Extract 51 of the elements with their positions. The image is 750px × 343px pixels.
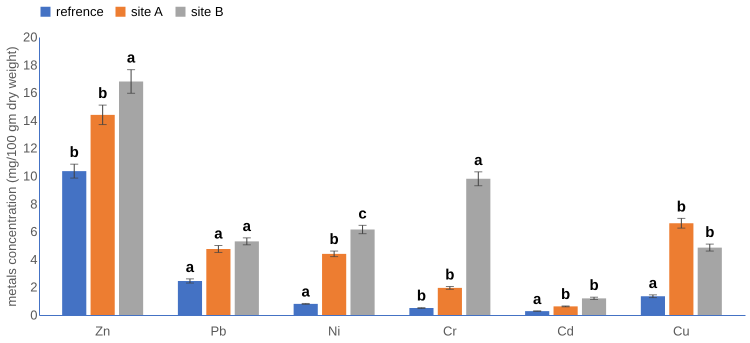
data-label: c — [358, 205, 367, 222]
x-tick-label: Ni — [328, 324, 340, 338]
data-label: a — [302, 283, 311, 300]
data-label: a — [126, 50, 136, 67]
data-label: a — [214, 226, 224, 242]
bar — [206, 248, 230, 315]
data-label: b — [70, 144, 79, 162]
bar — [119, 81, 144, 315]
y-axis-title: metals concentration (mg/100 gm dry weight) — [4, 46, 20, 307]
data-label: a — [186, 258, 195, 276]
data-label: b — [445, 266, 454, 284]
bar — [234, 241, 259, 315]
x-tick-label: Cd — [557, 324, 574, 338]
data-label: b — [561, 286, 570, 303]
y-tick-label: 14 — [23, 112, 38, 128]
bar — [698, 248, 722, 315]
y-tick-label: 0 — [30, 308, 38, 322]
y-tick-label: 6 — [30, 224, 38, 240]
data-label: b — [330, 231, 339, 248]
y-tick-label: 18 — [23, 57, 38, 72]
data-label: a — [648, 274, 658, 292]
bar — [322, 254, 346, 315]
data-label: b — [416, 288, 426, 305]
x-tick-label: Cu — [673, 324, 690, 338]
y-tick-label: 10 — [23, 168, 38, 184]
bar — [438, 288, 462, 315]
x-tick-label: Pb — [210, 324, 226, 338]
y-tick-label: 2 — [30, 280, 38, 295]
bar — [582, 298, 606, 315]
bar — [90, 114, 115, 315]
data-label: b — [705, 224, 714, 242]
data-label: a — [474, 152, 484, 169]
y-tick-label: 4 — [30, 252, 38, 267]
data-label: a — [533, 290, 542, 308]
legend-label: refrence — [56, 4, 104, 19]
y-tick-label: 8 — [30, 196, 38, 212]
bar — [350, 230, 375, 315]
bar — [466, 178, 490, 315]
data-label: a — [242, 218, 252, 235]
y-tick-label: 12 — [23, 140, 38, 156]
legend-label: site A — [131, 4, 164, 19]
data-label: b — [98, 85, 108, 102]
bar — [554, 306, 578, 315]
data-label: b — [589, 277, 599, 294]
y-tick-label: 20 — [23, 30, 38, 44]
legend-label: site B — [191, 4, 224, 19]
x-tick-label: Zn — [95, 324, 110, 338]
x-tick-label: Cr — [443, 324, 458, 338]
bar — [669, 223, 694, 315]
data-label: b — [676, 198, 686, 216]
y-tick-label: 16 — [23, 85, 38, 100]
